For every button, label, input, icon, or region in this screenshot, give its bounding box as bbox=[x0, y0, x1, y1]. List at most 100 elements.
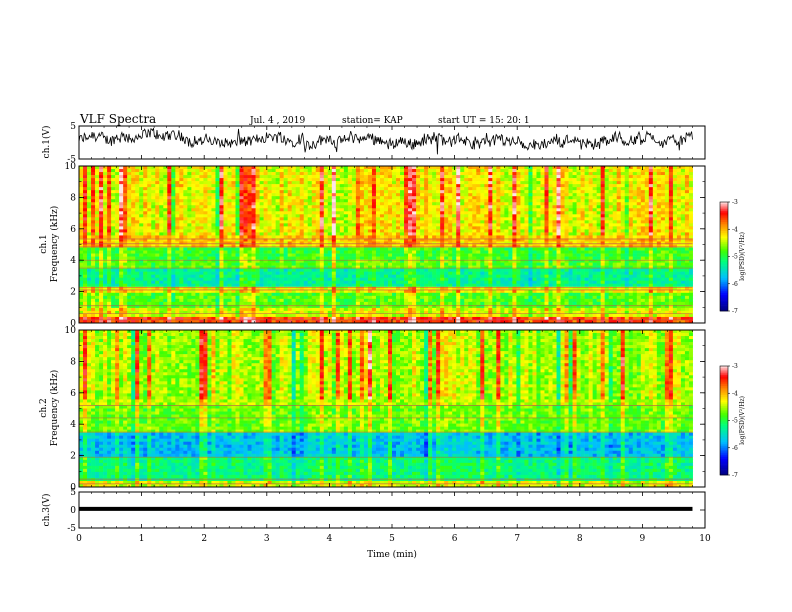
spectrogram-cell bbox=[580, 211, 585, 215]
spectrogram-cell bbox=[476, 217, 481, 221]
spectrogram-cell bbox=[460, 223, 465, 227]
spectrogram-cell bbox=[107, 256, 112, 260]
spectrogram-cell bbox=[99, 247, 104, 251]
spectrogram-cell bbox=[107, 211, 112, 215]
spectrogram-cell bbox=[440, 196, 445, 200]
spectrogram-cell bbox=[311, 247, 317, 251]
spectrogram-cell bbox=[239, 214, 244, 218]
spectrogram-cell bbox=[656, 205, 662, 209]
spectrogram-cell bbox=[319, 214, 325, 218]
spectrogram-cell bbox=[287, 190, 292, 194]
spectrogram-cell bbox=[331, 229, 337, 233]
spectrogram-cell bbox=[315, 181, 321, 185]
spectrogram-cell bbox=[359, 250, 365, 254]
spectrogram-cell bbox=[287, 226, 292, 230]
spectrogram-cell bbox=[616, 229, 622, 233]
spectrogram-cell bbox=[319, 250, 325, 254]
spectrogram-cell bbox=[319, 253, 325, 257]
spectrogram-cell bbox=[311, 223, 317, 227]
spectrogram-cell bbox=[307, 178, 313, 182]
spectrogram-cell bbox=[412, 214, 417, 218]
spectrogram-cell bbox=[440, 256, 445, 260]
spectrogram-cell bbox=[488, 241, 493, 245]
spectrogram-cell bbox=[612, 166, 618, 170]
spectrogram-cell bbox=[652, 169, 658, 173]
spectrogram-cell bbox=[91, 199, 96, 203]
spectrogram-cell bbox=[588, 196, 593, 200]
spectrogram-cell bbox=[367, 208, 373, 212]
spectrogram-cell bbox=[688, 166, 694, 170]
spectrogram-cell bbox=[199, 193, 204, 197]
spectrogram-cell bbox=[175, 250, 180, 254]
spectrogram-cell bbox=[231, 226, 236, 230]
spectrogram-cell bbox=[612, 220, 618, 224]
spectrogram-cell bbox=[576, 193, 581, 197]
spectrogram-cell bbox=[147, 250, 152, 254]
spectrogram-cell bbox=[688, 250, 694, 254]
spectrogram-cell bbox=[387, 217, 393, 221]
spectrogram-cell bbox=[111, 178, 116, 182]
spectrogram-cell bbox=[536, 166, 541, 170]
spectrogram-cell bbox=[588, 229, 593, 233]
spectrogram-cell bbox=[584, 244, 589, 248]
spectrogram-cell bbox=[379, 220, 385, 224]
spectrogram-cell bbox=[644, 178, 650, 182]
spectrogram-cell bbox=[139, 178, 144, 182]
spectrogram-cell bbox=[203, 178, 208, 182]
spectrogram-cell bbox=[452, 220, 457, 224]
spectrogram-cell bbox=[123, 247, 128, 251]
spectrogram-cell bbox=[452, 241, 457, 245]
spectrogram-cell bbox=[632, 229, 638, 233]
spectrogram-cell bbox=[107, 205, 112, 209]
spectrogram-cell bbox=[544, 202, 549, 206]
spectrogram-cell bbox=[363, 232, 369, 236]
spectrogram-cell bbox=[315, 178, 321, 182]
spectrogram-cell bbox=[95, 244, 100, 248]
spectrogram-cell bbox=[504, 184, 509, 188]
spectrogram-cell bbox=[656, 238, 662, 242]
spectrogram-cell bbox=[243, 235, 248, 239]
spectrogram-cell bbox=[383, 250, 389, 254]
spectrogram-cell bbox=[111, 214, 116, 218]
spectrogram-cell bbox=[179, 223, 184, 227]
spectrogram-cell bbox=[464, 187, 469, 191]
spectrogram-cell bbox=[307, 238, 313, 242]
spectrogram-cell bbox=[179, 190, 184, 194]
spectrogram-cell bbox=[299, 187, 305, 191]
spectrogram-cell bbox=[492, 184, 497, 188]
spectrogram-cell bbox=[476, 184, 481, 188]
spectrogram-cell bbox=[267, 178, 272, 182]
spectrogram-cell bbox=[688, 238, 694, 242]
spectrogram-cell bbox=[588, 190, 593, 194]
spectrogram-cell bbox=[263, 220, 268, 224]
spectrogram-cell bbox=[428, 190, 433, 194]
spectrogram-cell bbox=[524, 226, 529, 230]
spectrogram-cell bbox=[279, 184, 284, 188]
spectrogram-cell bbox=[488, 181, 493, 185]
spectrogram-cell bbox=[592, 229, 597, 233]
spectrogram-cell bbox=[396, 241, 401, 245]
spectrogram-cell bbox=[600, 196, 605, 200]
spectrogram-cell bbox=[131, 247, 136, 251]
spectrogram-cell bbox=[624, 241, 630, 245]
spectrogram-cell bbox=[696, 193, 702, 197]
spectrogram-cell bbox=[359, 184, 365, 188]
spectrogram-cell bbox=[255, 241, 260, 245]
spectrogram-cell bbox=[139, 193, 144, 197]
spectrogram-cell bbox=[127, 202, 132, 206]
spectrogram-cell bbox=[267, 235, 272, 239]
spectrogram-cell bbox=[351, 199, 357, 203]
spectrogram-cell bbox=[504, 193, 509, 197]
spectrogram-cell bbox=[263, 178, 268, 182]
spectrogram-cell bbox=[371, 211, 377, 215]
spectrogram-cell bbox=[171, 232, 176, 236]
spectrogram-cell bbox=[616, 196, 622, 200]
spectrogram-cell bbox=[367, 217, 373, 221]
spectrogram-cell bbox=[247, 193, 252, 197]
spectrogram-cell bbox=[452, 187, 457, 191]
spectrogram-cell bbox=[540, 232, 545, 236]
spectrogram-cell bbox=[383, 226, 389, 230]
spectrogram-cell bbox=[79, 172, 84, 176]
spectrogram-cell bbox=[392, 229, 397, 233]
spectrogram-cell bbox=[448, 241, 453, 245]
